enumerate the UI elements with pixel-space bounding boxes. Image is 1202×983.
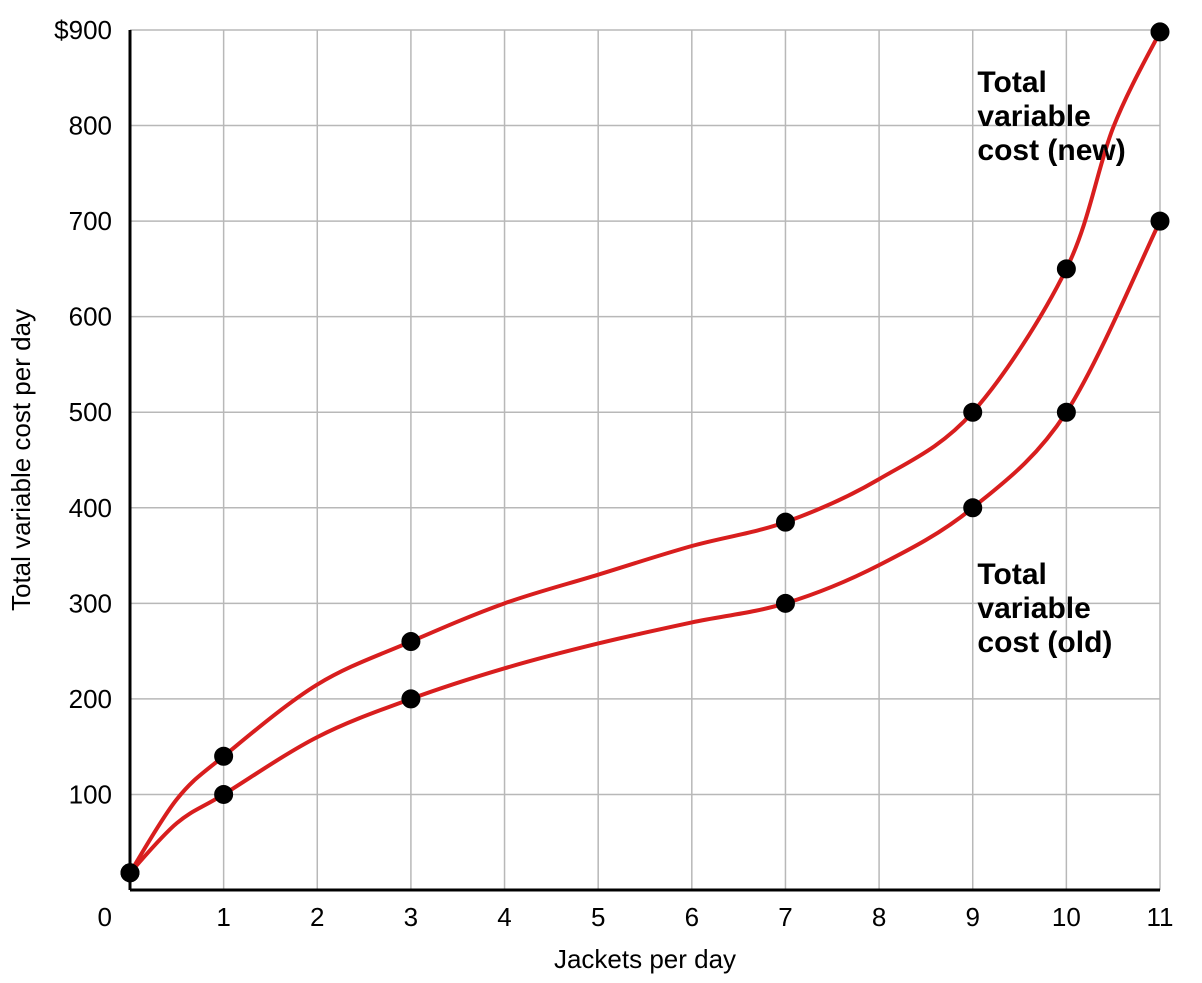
y-tick-label: 800 xyxy=(69,111,112,141)
y-axis-label: Total variable cost per day xyxy=(6,309,36,611)
x-tick-label: 6 xyxy=(685,902,699,932)
series-marker-tvc_new xyxy=(776,513,794,531)
x-tick-label: 2 xyxy=(310,902,324,932)
y-tick-label: 500 xyxy=(69,397,112,427)
series-marker-tvc_new xyxy=(1057,260,1075,278)
y-tick-label: 300 xyxy=(69,588,112,618)
x-tick-label: 8 xyxy=(872,902,886,932)
x-tick-label: 5 xyxy=(591,902,605,932)
series-marker-tvc_new xyxy=(964,403,982,421)
series-marker-tvc_old xyxy=(1151,212,1169,230)
y-tick-label: 700 xyxy=(69,206,112,236)
x-tick-label: 4 xyxy=(497,902,511,932)
x-axis-label: Jackets per day xyxy=(554,944,736,974)
y-tick-label: 400 xyxy=(69,493,112,523)
y-tick-label: 600 xyxy=(69,302,112,332)
series-marker-tvc_new xyxy=(215,747,233,765)
series-marker-tvc_old xyxy=(402,690,420,708)
x-tick-label: 1 xyxy=(216,902,230,932)
x-tick-label: 3 xyxy=(404,902,418,932)
series-marker-tvc_old xyxy=(776,594,794,612)
x-tick-label: 7 xyxy=(778,902,792,932)
x-tick-label: 11 xyxy=(1147,902,1174,932)
x-tick-label: 0 xyxy=(98,902,112,932)
series-marker-tvc_old xyxy=(964,499,982,517)
x-tick-label: 10 xyxy=(1052,902,1081,932)
y-tick-label: 200 xyxy=(69,684,112,714)
tvc-chart: 0 1 2 3 4 5 6 7 8 9 10 11 100 200 300 400 500 600 700 800 $9… xyxy=(0,0,1202,983)
y-tick-label: 100 xyxy=(69,779,112,809)
series-marker-tvc_new xyxy=(402,633,420,651)
series-marker-tvc_old xyxy=(1057,403,1075,421)
y-tick-label: $900 xyxy=(54,15,112,45)
series-marker-tvc_old xyxy=(121,864,139,882)
series-marker-tvc_old xyxy=(215,785,233,803)
chart-svg: 0 1 2 3 4 5 6 7 8 9 10 11 100 200 300 400 500 600 700 800 $9… xyxy=(0,0,1202,983)
series-marker-tvc_new xyxy=(1151,23,1169,41)
x-tick-label: 9 xyxy=(965,902,979,932)
